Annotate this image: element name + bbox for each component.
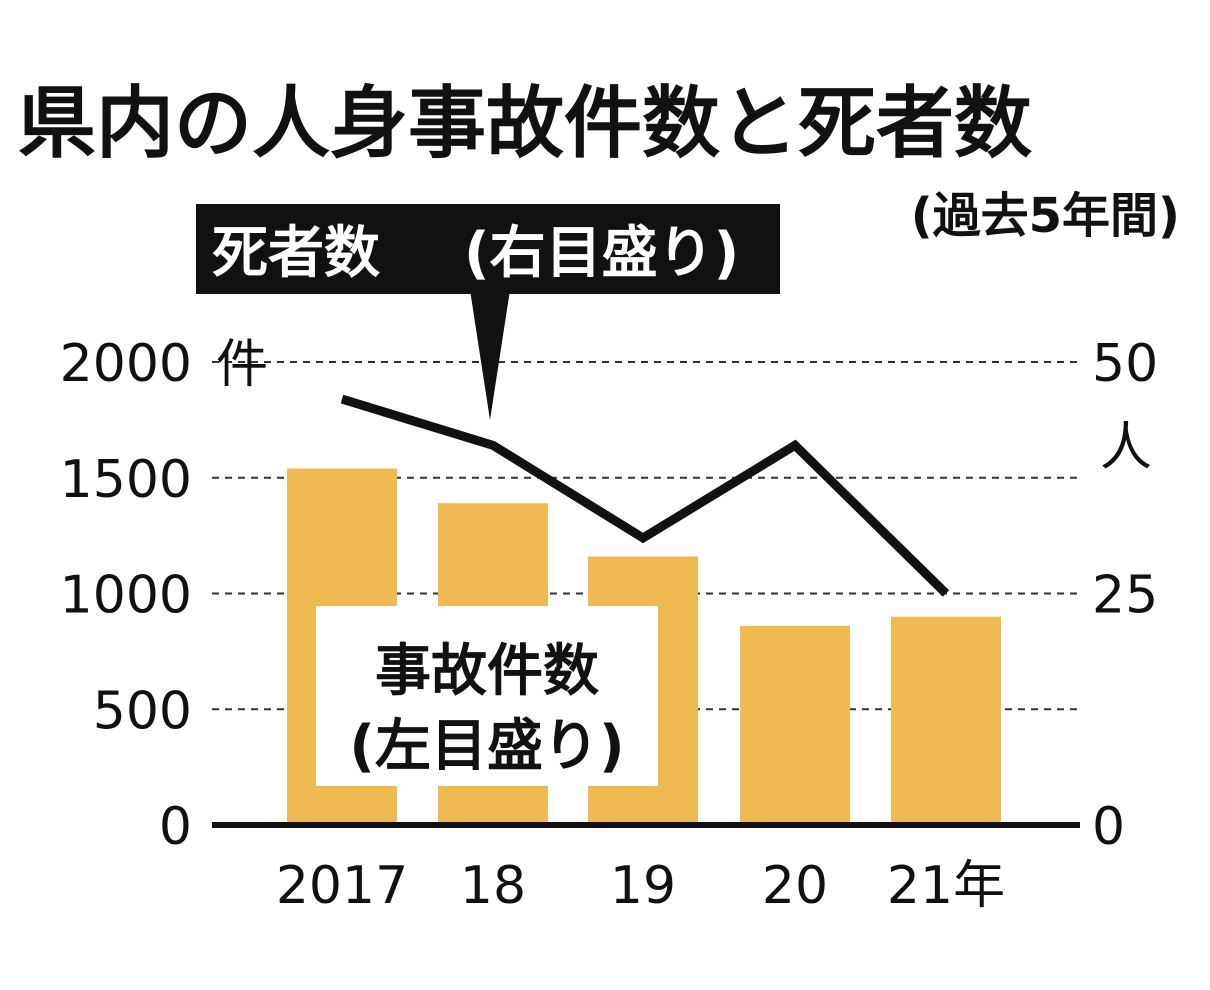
right-axis-ticks: 0 25 50 [1092,334,1158,857]
left-axis-unit: 件 [216,335,268,395]
line-series [340,394,950,597]
left-tick-500: 500 [93,681,192,741]
left-tick-1000: 1000 [60,566,192,626]
right-tick-0: 0 [1092,797,1125,857]
x-tick-21年: 21年 [887,856,1005,916]
left-axis-ticks: 0 500 1000 1500 2000 [60,334,192,857]
bar-21年 [891,616,1001,825]
bar-20 [740,625,850,825]
x-tick-20: 20 [762,856,828,916]
bar-legend: 事故件数 (左目盛り) [316,606,658,786]
line-callout-pointer [470,290,510,420]
right-axis-unit: 人 [1100,418,1152,478]
right-tick-25: 25 [1092,566,1158,626]
line-callout-box [196,204,780,294]
line-callout-note: (右目盛り) [464,221,739,286]
x-tick-18: 18 [460,856,526,916]
bar-legend-box [316,606,658,786]
left-tick-2000: 2000 [60,334,192,394]
chart-title: 県内の人身事故件数と死者数 [18,79,1032,169]
bar-legend-note: (左目盛り) [349,714,624,779]
line-callout-name: 死者数 [212,221,380,286]
line-callout: 死者数 (右目盛り) [196,204,780,420]
x-tick-2017: 2017 [276,856,408,916]
left-tick-0: 0 [159,797,192,857]
bar-legend-name: 事故件数 [375,639,599,704]
x-axis-ticks: 2017 18 19 20 21年 [276,856,1005,916]
chart-subtitle: (過去5年間) [911,188,1180,244]
left-tick-1500: 1500 [60,450,192,510]
right-tick-50: 50 [1092,334,1158,394]
x-tick-19: 19 [610,856,676,916]
